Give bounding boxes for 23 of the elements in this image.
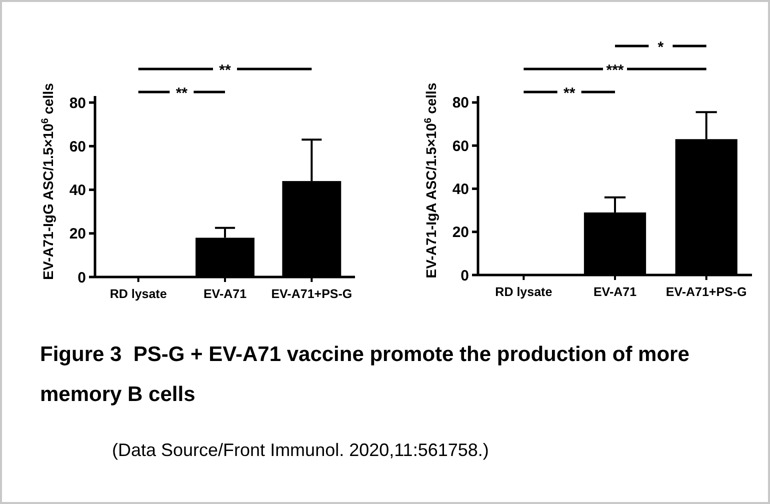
y-tick-label: 40	[69, 182, 86, 200]
x-tick-label: EV-A71+PS-G	[666, 285, 747, 299]
text: ***	[606, 62, 624, 79]
y-tick-label: 40	[452, 180, 469, 198]
x-tick-label: EV-A71+PS-G	[271, 287, 352, 301]
y-tick-label: 80	[452, 94, 469, 112]
y-tick-label: 0	[78, 269, 86, 286]
text: **	[219, 62, 231, 79]
text: *	[658, 39, 664, 56]
x-tick-label: RD lysate	[495, 285, 552, 299]
x-tick-label: EV-A71	[593, 285, 637, 299]
y-tick-label: 60	[69, 138, 86, 156]
annotation: **	[176, 85, 188, 102]
x-tick-label: EV-A71	[203, 287, 247, 301]
y-tick-label: 60	[452, 138, 469, 155]
x-tick-label: RD lysate	[110, 287, 167, 301]
y-tick-label: 20	[69, 226, 86, 243]
annotation: **	[563, 85, 576, 102]
text: (Data Source/Front Immunol. 2020,11:561758.)	[112, 440, 489, 460]
y-tick-label: 0	[460, 267, 469, 284]
text: Figure 3 PS-G + EV-A71 vaccine promote the production of more memory B cells	[40, 343, 690, 406]
y-tick-label: 20	[452, 224, 469, 242]
y-tick-label: 80	[69, 94, 86, 112]
